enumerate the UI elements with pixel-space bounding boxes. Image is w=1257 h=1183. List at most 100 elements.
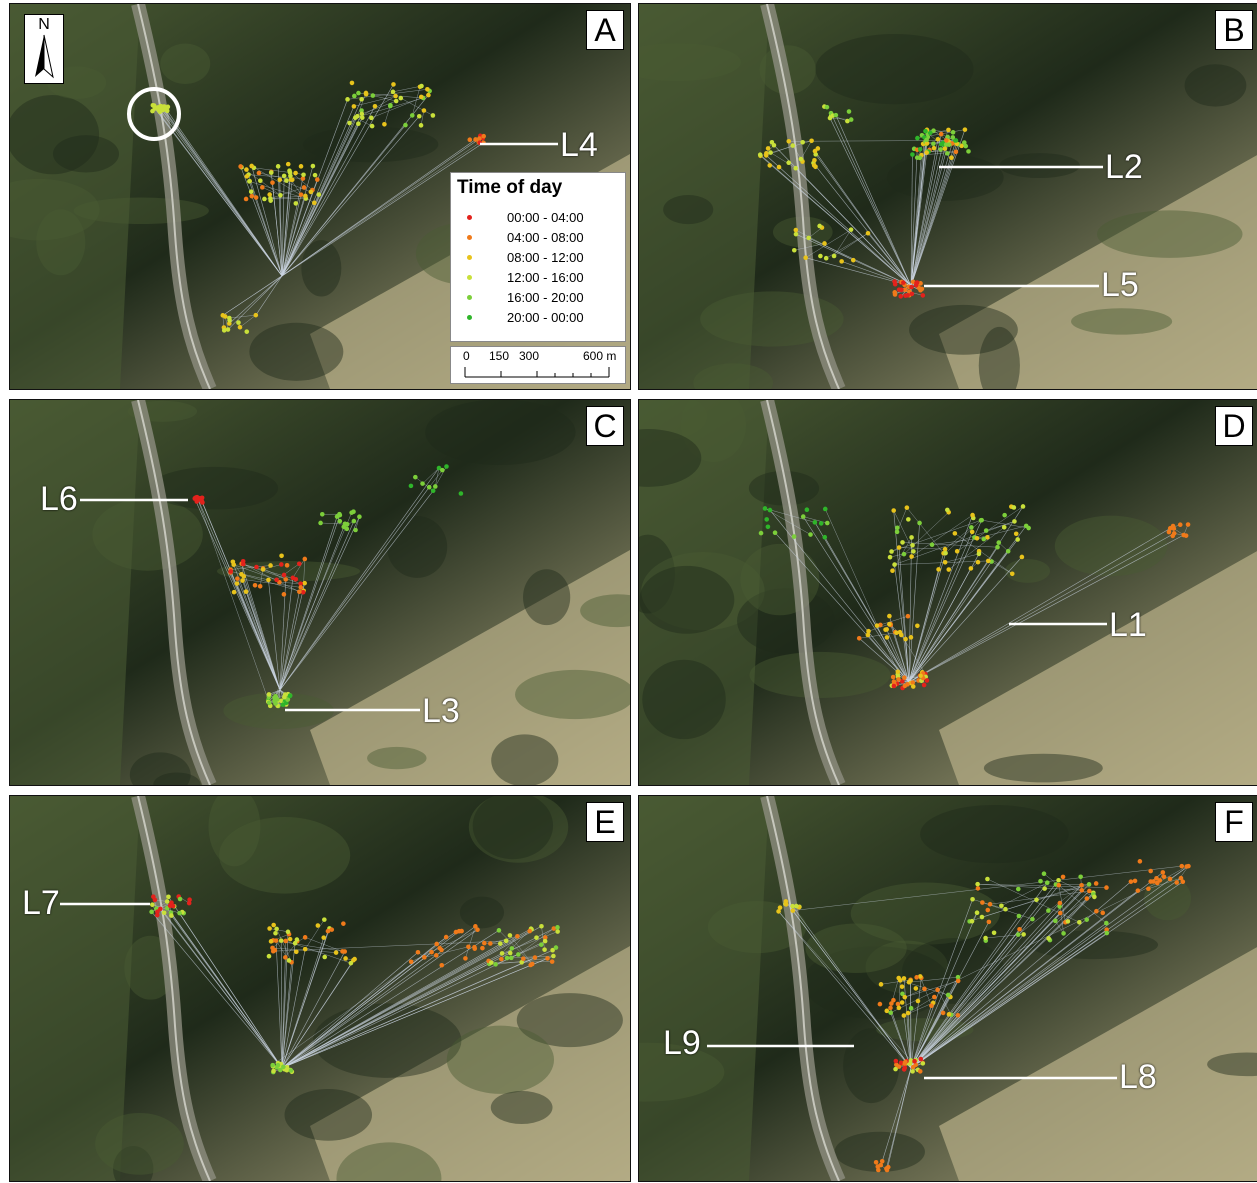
gps-fix-dot (267, 926, 272, 931)
gps-fix-dot (352, 93, 357, 99)
track-line (279, 516, 360, 691)
track-line (910, 912, 978, 1069)
gps-fix-dot (271, 922, 276, 928)
gps-fix-dot (477, 136, 482, 141)
track-line (279, 520, 355, 691)
gps-fix-dot (1001, 525, 1007, 530)
terrain-patch (367, 746, 427, 770)
track-line (279, 487, 430, 691)
track-line (281, 952, 419, 1069)
gps-fix-dot (342, 521, 348, 527)
track-line (792, 905, 912, 1069)
gps-fix-dot (894, 630, 899, 636)
gps-fix-dot (408, 959, 414, 965)
track-line (281, 106, 355, 277)
gps-fix-dot (436, 465, 442, 471)
gps-fix-dot (1026, 525, 1031, 531)
gps-fix-dot (488, 941, 493, 946)
gps-fix-dot (302, 556, 308, 562)
gps-fix-dot (254, 564, 259, 570)
gps-fix-dot (776, 164, 782, 170)
gps-fix-dot (549, 959, 555, 964)
gps-fix-dot (303, 193, 308, 199)
gps-fix-dot (268, 939, 274, 944)
gps-fix-dot (902, 287, 908, 293)
gps-fix-dot (301, 185, 307, 190)
road-line (766, 4, 840, 389)
track-line (518, 928, 554, 955)
forest-area (10, 4, 140, 389)
map-panel-f: F L9 L8 (638, 795, 1257, 1182)
gps-fix-dot (806, 235, 811, 241)
gps-fix-dot (953, 149, 959, 155)
map-terrain (10, 4, 630, 389)
terrain-patch (680, 400, 747, 463)
gps-fix-dot (161, 910, 167, 916)
gps-fix-dot (899, 632, 904, 638)
legend-label: 12:00 - 16:00 (507, 270, 584, 285)
track-line (270, 187, 305, 199)
gps-fix-dot (507, 933, 513, 938)
track-line (770, 152, 796, 169)
track-line (910, 894, 1094, 1069)
gps-fix-dot (899, 984, 905, 989)
track-line (465, 926, 476, 959)
gps-fix-dot (911, 549, 916, 554)
gps-fix-dot (1167, 876, 1173, 882)
gps-fix-dot (824, 520, 830, 526)
gps-fix-dot (1057, 900, 1063, 906)
gps-fix-dot (170, 903, 176, 909)
gps-fix-dot (1135, 888, 1141, 893)
terrain-patch (1071, 308, 1173, 335)
track-line (241, 563, 301, 584)
gps-fix-dot (390, 89, 396, 95)
track-line (901, 634, 926, 675)
track-line (905, 639, 910, 683)
gps-fix-dot (1104, 930, 1110, 936)
gps-fix-dot (293, 170, 298, 176)
gps-fix-dot (456, 928, 462, 934)
mountain-slope (310, 946, 630, 1181)
gps-fix-dot (985, 876, 990, 882)
terrain-patch (1184, 64, 1247, 107)
track-line (908, 534, 1184, 683)
gps-fix-dot (1057, 904, 1062, 909)
gps-fix-dot (986, 919, 992, 925)
track-line (910, 1005, 932, 1069)
terrain-patch (886, 154, 1004, 201)
gps-fix-dot (1104, 920, 1109, 926)
track-line (541, 926, 545, 950)
gps-fix-dot (356, 90, 361, 96)
track-line (859, 632, 897, 639)
gps-fix-dot (996, 540, 1002, 545)
gps-fix-dot (985, 535, 990, 540)
gps-fix-dot (311, 200, 317, 206)
gps-fix-dot (283, 577, 289, 582)
gps-fix-dot (1041, 871, 1047, 877)
label-l7: L7 (22, 884, 60, 922)
gps-fix-dot (913, 986, 919, 991)
track-line (507, 955, 554, 959)
gps-fix-dot (901, 551, 907, 557)
gps-fix-dot (310, 163, 316, 169)
gps-fix-dot (1170, 533, 1176, 539)
gps-fix-dot (786, 139, 792, 144)
terrain-patch (302, 126, 439, 163)
scale-tick-label: 600 m (583, 349, 617, 363)
gps-fix-dot (969, 529, 975, 535)
gps-fix-dot (823, 255, 829, 261)
track-line (991, 561, 1013, 575)
gps-fix-dot (165, 104, 171, 110)
gps-fix-dot (848, 117, 854, 122)
gps-fix-dot (929, 542, 935, 547)
track-line (281, 106, 376, 277)
gps-fix-dot (408, 483, 414, 489)
gps-fix-dot (999, 903, 1004, 909)
gps-fix-dot (1056, 882, 1062, 888)
gps-fix-dot (895, 1001, 901, 1007)
gps-fix-dot (278, 938, 284, 943)
gps-fix-dot (896, 1005, 902, 1011)
gps-fix-dot (1178, 875, 1184, 881)
gps-fix-dot (497, 941, 503, 946)
gps-fix-dot (418, 123, 424, 128)
